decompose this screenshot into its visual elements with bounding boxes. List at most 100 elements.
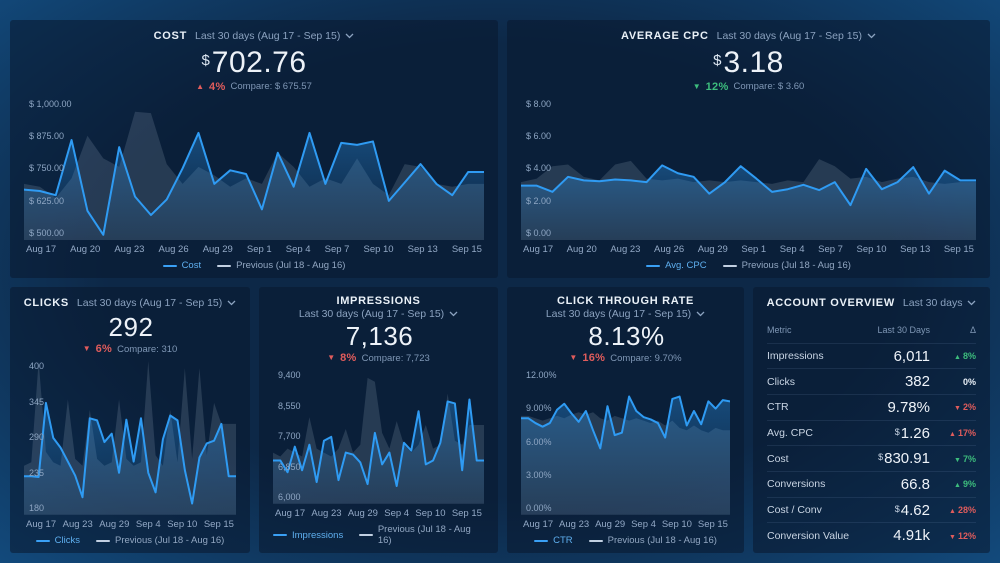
cost-value: $702.76 xyxy=(201,46,307,79)
impressions-period-dropdown[interactable]: Last 30 days (Aug 17 - Sep 15) xyxy=(299,308,458,320)
clicks-period-label: Last 30 days (Aug 17 - Sep 15) xyxy=(76,297,223,309)
ctr-delta: ▼ 16% Compare: 9.70% xyxy=(521,351,730,365)
ctr-delta-pct: 16% xyxy=(582,352,606,365)
cost-delta: ▲ 4% Compare: $ 675.57 xyxy=(24,80,484,94)
row-metric: Conversions xyxy=(767,478,826,491)
clicks-title: CLICKS xyxy=(23,297,69,309)
impressions-panel: IMPRESSIONS Last 30 days (Aug 17 - Sep 1… xyxy=(259,287,498,553)
legend-item-prev-clicks[interactable]: Previous (Jul 18 - Aug 16) xyxy=(96,535,224,546)
row-delta: ▲ 8% xyxy=(954,351,976,361)
chevron-down-icon xyxy=(867,33,876,39)
legend-line-icon xyxy=(96,539,111,542)
legend-item-cur-clicks[interactable]: Clicks xyxy=(35,535,80,546)
impressions-delta: ▼ 8% Compare: 7,723 xyxy=(273,351,484,365)
down-arrow-icon: ▼ xyxy=(327,353,336,363)
legend-item-cur-avg_cpc[interactable]: Avg. CPC xyxy=(646,260,707,271)
cost-delta-pct: 4% xyxy=(209,80,226,93)
avg-cpc-value: $3.18 xyxy=(713,46,784,79)
table-row: Avg. CPC $1.26 ▲ 17% xyxy=(767,419,976,446)
clicks-panel: CLICKS Last 30 days (Aug 17 - Sep 15) 29… xyxy=(10,287,250,553)
impressions-delta-pct: 8% xyxy=(340,352,357,365)
impressions-value: 7,136 xyxy=(345,321,414,351)
cost-period-dropdown[interactable]: Last 30 days (Aug 17 - Sep 15) xyxy=(195,30,354,42)
legend-line-icon xyxy=(534,539,549,542)
legend-item-prev-impressions[interactable]: Previous (Jul 18 - Aug 16) xyxy=(359,524,484,546)
row-delta: 0% xyxy=(962,376,976,387)
table-row: Cost $830.91 ▼ 7% xyxy=(767,445,976,471)
cost-header: COST Last 30 days (Aug 17 - Sep 15) xyxy=(24,28,484,44)
legend-line-icon xyxy=(162,264,177,267)
clicks-value: 292 xyxy=(108,312,154,342)
ctr-title: CLICK THROUGH RATE xyxy=(556,295,695,307)
table-row: Cost / Conv $4.62 ▲ 28% xyxy=(767,496,976,523)
row-metric: Cost xyxy=(767,452,789,465)
row-value: 382 xyxy=(904,373,930,391)
avg-cpc-chart: $ 8.00 $ 6.00 $ 4.00 $ 2.00 $ 0.00 xyxy=(521,99,976,240)
row-value: 4.91k xyxy=(893,527,930,545)
chevron-down-icon xyxy=(449,311,458,317)
cost-x-axis: Aug 17 Aug 20 Aug 23 Aug 26 Aug 29 Sep 1 Sep 4… xyxy=(26,244,482,255)
row-delta: ▼ 7% xyxy=(954,453,976,464)
legend-item-cur-ctr[interactable]: CTR xyxy=(534,535,573,546)
table-row: Impressions 6,011 ▲ 8% xyxy=(767,342,976,369)
avg-cpc-legend: Avg. CPC Previous (Jul 18 - Aug 16) xyxy=(521,255,976,273)
table-row: Conversion Value 4.91k ▼ 12% xyxy=(767,522,976,548)
clicks-compare: Compare: 310 xyxy=(117,343,178,355)
ctr-period-label: Last 30 days (Aug 17 - Sep 15) xyxy=(545,308,692,320)
legend-line-icon xyxy=(273,534,287,536)
impressions-header: IMPRESSIONS Last 30 days (Aug 17 - Sep 1… xyxy=(273,295,484,320)
down-arrow-icon: ▼ xyxy=(82,344,91,354)
impressions-x-axis: Aug 17 Aug 23 Aug 29 Sep 4 Sep 10 Sep 15 xyxy=(275,508,482,519)
cost-legend: Cost Previous (Jul 18 - Aug 16) xyxy=(24,255,484,273)
row-delta: ▲ 17% xyxy=(949,428,976,439)
table-row: CTR 9.78% ▼ 2% xyxy=(767,394,976,420)
clicks-period-dropdown[interactable]: Last 30 days (Aug 17 - Sep 15) xyxy=(77,297,236,309)
row-value: 66.8 xyxy=(900,475,930,493)
avg-cpc-period-dropdown[interactable]: Last 30 days (Aug 17 - Sep 15) xyxy=(717,30,876,42)
table-header-row: Metric Last 30 Days Δ xyxy=(767,318,976,343)
avg-cpc-panel: AVERAGE CPC Last 30 days (Aug 17 - Sep 1… xyxy=(507,20,990,278)
legend-item-cur-cost[interactable]: Cost xyxy=(162,260,201,271)
account-overview-period-label: Last 30 days xyxy=(902,297,963,309)
account-overview-header: ACCOUNT OVERVIEW Last 30 days xyxy=(767,295,976,311)
row-value: $4.62 xyxy=(894,501,930,519)
clicks-delta: ▼ 6% Compare: 310 xyxy=(24,342,236,356)
ctr-period-dropdown[interactable]: Last 30 days (Aug 17 - Sep 15) xyxy=(546,308,705,320)
legend-line-icon xyxy=(722,264,737,267)
chevron-down-icon xyxy=(345,33,354,39)
impressions-title: IMPRESSIONS xyxy=(336,295,421,307)
row-value: 9.78% xyxy=(887,398,930,416)
row-delta: ▼ 12% xyxy=(949,530,976,541)
row-delta: ▲ 9% xyxy=(954,479,976,490)
account-overview-table: Metric Last 30 Days Δ Impressions 6,011 ▲ 8… xyxy=(767,318,976,548)
impressions-chart: 9,400 8,550 7,700 6,850 6,000 xyxy=(273,370,484,504)
legend-line-icon xyxy=(359,534,373,536)
ctr-panel: CLICK THROUGH RATE Last 30 days (Aug 17 … xyxy=(507,287,744,553)
legend-line-icon xyxy=(646,264,661,267)
legend-line-icon xyxy=(35,539,50,542)
legend-item-prev-cost[interactable]: Previous (Jul 18 - Aug 16) xyxy=(217,260,345,271)
ctr-chart: 12.00% 9.00% 6.00% 3.00% 0.00% xyxy=(521,370,730,515)
clicks-legend: Clicks Previous (Jul 18 - Aug 16) xyxy=(24,530,236,548)
legend-item-prev-avg_cpc[interactable]: Previous (Jul 18 - Aug 16) xyxy=(722,260,851,271)
cost-title: COST xyxy=(153,30,187,42)
legend-line-icon xyxy=(217,264,232,267)
impressions-legend: Impressions Previous (Jul 18 - Aug 16) xyxy=(273,519,484,548)
clicks-chart: 400 345 290 235 180 xyxy=(24,361,236,515)
col-delta: Δ xyxy=(969,325,976,336)
account-overview-title: ACCOUNT OVERVIEW xyxy=(766,297,895,309)
clicks-delta-pct: 6% xyxy=(95,343,113,356)
avg-cpc-delta: ▼ 12% Compare: $ 3.60 xyxy=(521,80,976,94)
ctr-value: 8.13% xyxy=(588,321,665,351)
row-value: 6,011 xyxy=(893,347,930,365)
chevron-down-icon xyxy=(696,311,705,317)
ctr-header: CLICK THROUGH RATE Last 30 days (Aug 17 … xyxy=(521,295,730,320)
row-value: $1.26 xyxy=(894,424,930,442)
col-last-30-days: Last 30 Days xyxy=(877,325,930,336)
legend-item-prev-ctr[interactable]: Previous (Jul 18 - Aug 16) xyxy=(588,535,717,546)
account-overview-period-dropdown[interactable]: Last 30 days xyxy=(903,297,977,309)
legend-item-cur-impressions[interactable]: Impressions xyxy=(273,530,343,541)
ctr-x-axis: Aug 17 Aug 23 Aug 29 Sep 4 Sep 10 Sep 15 xyxy=(523,519,728,530)
row-metric: Conversion Value xyxy=(767,529,850,542)
